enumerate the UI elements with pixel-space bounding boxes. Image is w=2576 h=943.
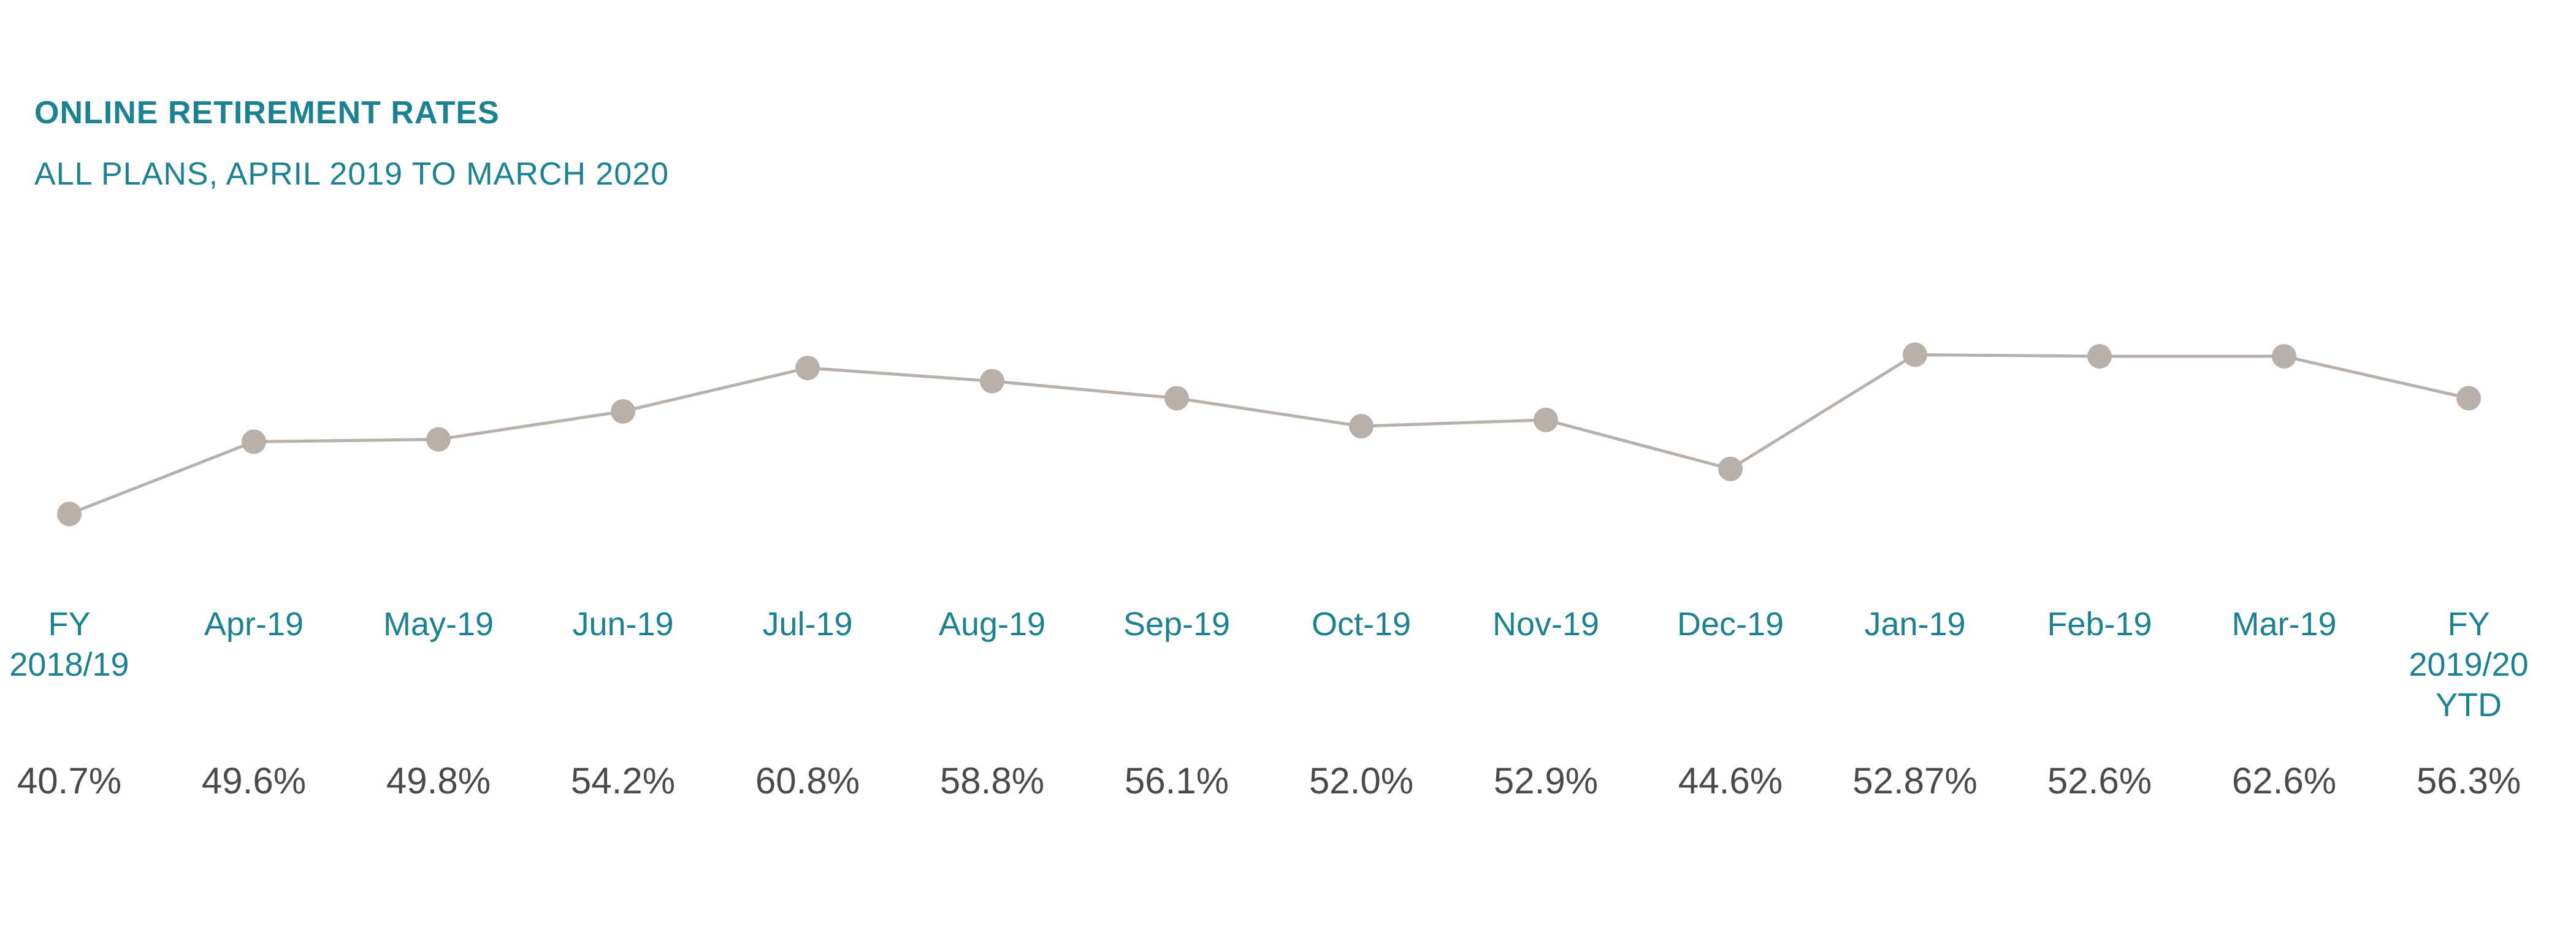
data-label: 62.6% [2232, 760, 2336, 801]
x-tick-label: Jun-19 [572, 606, 673, 643]
x-tick-label-line: Dec-19 [1677, 606, 1784, 643]
x-tick-label: Dec-19 [1677, 606, 1784, 643]
x-tick-label-line: FY [2447, 606, 2490, 643]
x-tick-label: Jul-19 [762, 606, 852, 643]
x-tick-label-line: 2018/19 [9, 646, 129, 683]
x-tick-label: FY 2018/19 [9, 606, 129, 683]
data-point-group [57, 342, 2481, 527]
x-tick-label-line: FY [48, 606, 90, 643]
x-tick-label-line: Jul-19 [762, 606, 852, 643]
data-point [1164, 386, 1189, 411]
data-point [57, 502, 82, 527]
x-tick-label-line: YTD [2436, 687, 2502, 723]
data-label: 52.0% [1309, 760, 1413, 801]
x-tick-label-line: May-19 [383, 606, 494, 643]
data-label: 60.8% [755, 760, 860, 801]
x-tick-label-line: Sep-19 [1123, 606, 1230, 643]
data-label: 40.7% [17, 760, 121, 801]
x-tick-label: Sep-19 [1123, 606, 1230, 643]
data-point [2272, 344, 2296, 369]
value-label-group: 40.7% 49.6% 49.8% 54.2% 60.8% 58.8% 56.1% 52.0%… [17, 760, 2521, 801]
x-tick-label-line: 2019/20 [2409, 646, 2528, 683]
data-point [1718, 456, 1743, 481]
series-line-group [69, 353, 2469, 516]
data-label: 49.6% [202, 760, 306, 801]
data-point [980, 368, 1004, 394]
x-tick-label-line: Jun-19 [572, 606, 673, 643]
x-tick-label: May-19 [383, 606, 494, 643]
data-point [1349, 414, 1374, 439]
chart-subtitle: ALL PLANS, APRIL 2019 TO MARCH 2020 [34, 156, 670, 192]
data-point [426, 427, 451, 452]
x-tick-label-line: Jan-19 [1864, 606, 1965, 643]
x-tick-label: Oct-19 [1312, 606, 1411, 643]
x-tick-label: Feb-19 [2047, 606, 2152, 643]
x-tick-label-line: Feb-19 [2047, 606, 2152, 643]
data-label: 54.2% [571, 760, 675, 801]
x-tick-label-line: Aug-19 [939, 606, 1045, 643]
x-tick-label: FY 2019/20 YTD [2409, 606, 2528, 723]
x-tick-label: Jan-19 [1864, 606, 1965, 643]
data-point [1534, 407, 1558, 432]
data-point [795, 356, 820, 381]
data-label: 49.8% [386, 760, 491, 801]
x-tick-label: Apr-19 [204, 606, 304, 643]
x-tick-label: Nov-19 [1492, 606, 1599, 643]
data-point [2456, 386, 2481, 411]
data-point [611, 399, 635, 424]
x-tick-label-line: Mar-19 [2231, 606, 2336, 643]
data-point [2087, 344, 2112, 369]
data-point [1903, 342, 1927, 367]
data-label: 52.6% [2047, 760, 2152, 801]
data-label: 56.1% [1125, 760, 1229, 801]
data-label: 58.8% [940, 760, 1044, 801]
chart-title: ONLINE RETIREMENT RATES [34, 95, 500, 131]
x-tick-label: Mar-19 [2231, 606, 2336, 643]
data-label: 52.9% [1494, 760, 1598, 801]
x-tick-label-line: Nov-19 [1492, 606, 1599, 643]
x-tick-label-line: Apr-19 [204, 606, 304, 643]
series-line [69, 353, 2469, 516]
data-label: 52.87% [1852, 760, 1978, 801]
data-label: 56.3% [2417, 760, 2521, 801]
x-tick-label: Aug-19 [939, 606, 1045, 643]
data-point [242, 429, 266, 454]
x-tick-label-line: Oct-19 [1312, 606, 1411, 643]
data-label: 44.6% [1678, 760, 1783, 801]
